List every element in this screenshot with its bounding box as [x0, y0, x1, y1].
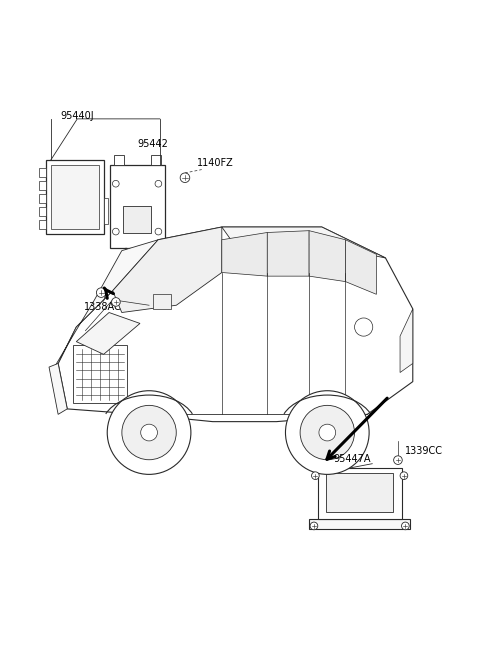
Circle shape	[141, 424, 157, 441]
Circle shape	[155, 228, 162, 235]
Circle shape	[107, 391, 191, 474]
Bar	[114, 154, 124, 165]
Circle shape	[112, 181, 119, 187]
Polygon shape	[346, 240, 376, 294]
Bar	[326, 473, 393, 512]
Circle shape	[112, 228, 119, 235]
Polygon shape	[113, 227, 222, 313]
Circle shape	[310, 522, 318, 530]
Circle shape	[300, 405, 355, 460]
Bar	[46, 160, 104, 234]
Polygon shape	[72, 345, 127, 403]
Bar	[318, 468, 402, 519]
Text: 95440J: 95440J	[60, 110, 94, 120]
Polygon shape	[153, 294, 171, 309]
Bar	[109, 164, 165, 248]
Circle shape	[312, 472, 319, 480]
Bar	[38, 194, 46, 204]
Bar	[104, 198, 108, 225]
Text: 1339CC: 1339CC	[405, 445, 443, 455]
Bar	[309, 519, 410, 530]
Bar	[151, 154, 161, 165]
Polygon shape	[55, 240, 158, 367]
Bar	[38, 168, 46, 177]
Text: 1140FZ: 1140FZ	[197, 158, 234, 168]
Polygon shape	[400, 309, 413, 373]
Text: 95442: 95442	[137, 139, 168, 149]
Circle shape	[402, 522, 409, 530]
Text: 1338AC: 1338AC	[84, 302, 122, 312]
Circle shape	[122, 405, 176, 460]
Text: 95447A: 95447A	[333, 454, 371, 464]
Bar	[38, 207, 46, 216]
Circle shape	[96, 288, 106, 298]
Polygon shape	[76, 313, 140, 354]
Polygon shape	[267, 231, 309, 276]
Circle shape	[112, 298, 120, 306]
Circle shape	[355, 318, 373, 336]
Polygon shape	[309, 231, 346, 282]
Bar	[38, 181, 46, 191]
Bar	[114, 296, 135, 308]
Circle shape	[286, 391, 369, 474]
Polygon shape	[58, 227, 413, 422]
Polygon shape	[49, 363, 67, 415]
Circle shape	[155, 181, 162, 187]
Bar	[38, 220, 46, 229]
Circle shape	[394, 456, 402, 464]
Circle shape	[319, 424, 336, 441]
Polygon shape	[222, 227, 385, 258]
Circle shape	[400, 472, 408, 480]
Polygon shape	[222, 233, 267, 276]
Circle shape	[180, 173, 190, 183]
Bar	[51, 164, 99, 229]
Bar	[123, 206, 151, 233]
